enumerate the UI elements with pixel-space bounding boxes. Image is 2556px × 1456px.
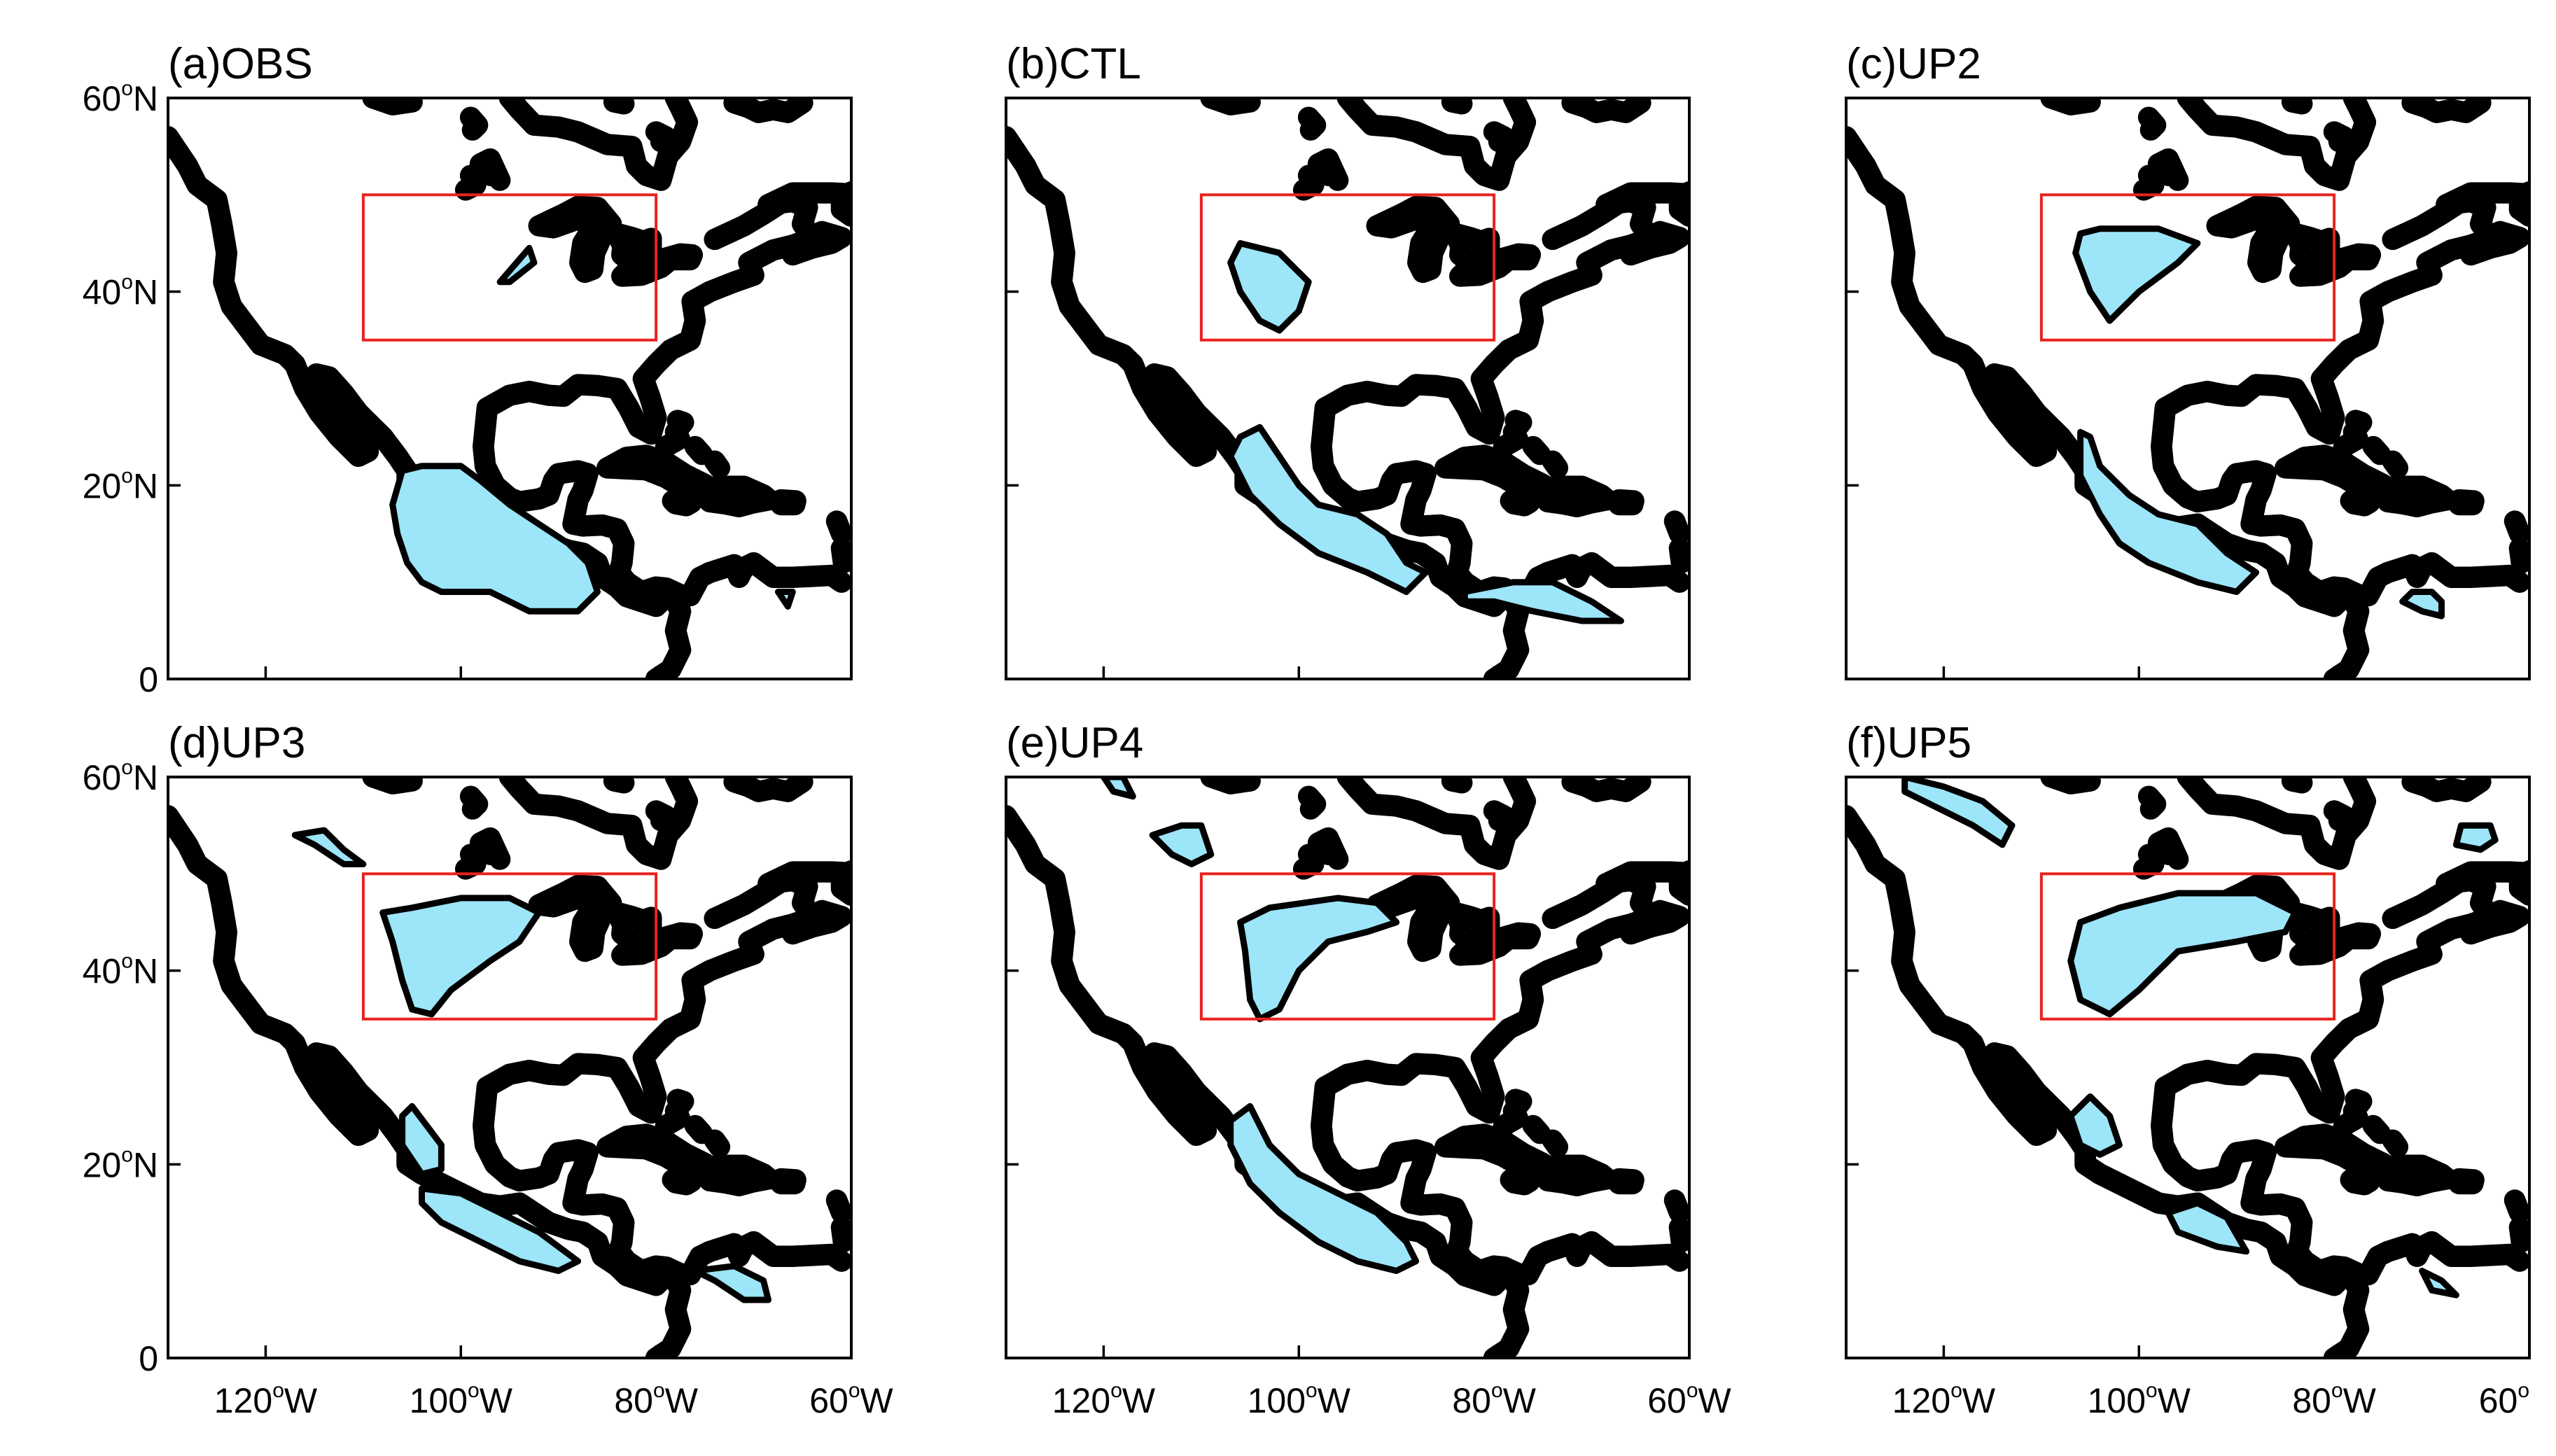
y-tick-label: 0 [139, 660, 158, 699]
region-box-blob [2072, 225, 2201, 324]
y-tick-label: 0 [139, 1339, 158, 1378]
region-mexico-blob [1227, 424, 1429, 595]
region-box-blob [496, 244, 538, 286]
region-south-blob [692, 1263, 771, 1303]
y-tick-label: 40oN [83, 271, 158, 312]
y-tick-label: 20oN [83, 464, 158, 505]
region-south-blob [2419, 1268, 2459, 1298]
panel-title: (b)CTL [1006, 40, 1141, 88]
x-tick-label: 100oW [1248, 1379, 1351, 1420]
region-central-blob [2165, 1200, 2250, 1255]
region-mexico-blob-upper [399, 1102, 445, 1177]
region-mexico-blob [2067, 1093, 2123, 1158]
y-tick-label: 60oN [83, 756, 158, 797]
panel-title: (a)OBS [168, 40, 313, 88]
region-north-strip [1901, 777, 2016, 848]
panel-frame [1005, 776, 1691, 1359]
x-tick-label: 120oW [1892, 1379, 1996, 1420]
study-box [1199, 193, 1496, 342]
panel-f: (f)UP5 120oW 100oW 80oW 60o [1845, 719, 2531, 1420]
coastline [1006, 98, 1689, 679]
region-top-strip [1100, 777, 1136, 800]
panel-title: (e)UP4 [1006, 719, 1143, 767]
x-tick-label: 80oW [2292, 1379, 2376, 1420]
x-tick-label: 120oW [214, 1379, 318, 1420]
panel-title: (f)UP5 [1846, 719, 1971, 767]
panel-c: (c)UP2 [1845, 40, 2531, 680]
region-south-dot [774, 589, 796, 610]
region-central-america-blob [1461, 579, 1624, 624]
map-area [1006, 777, 1689, 1358]
study-box [1199, 872, 1496, 1021]
region-box-blob [1237, 895, 1400, 1023]
x-tick-label: 80oW [1452, 1379, 1536, 1420]
x-tick-label: 100oW [2088, 1379, 2191, 1420]
study-box [361, 872, 658, 1021]
study-box [361, 193, 658, 342]
region-mexico-blob [1227, 1102, 1420, 1274]
study-box [2039, 872, 2336, 1021]
x-tick-label: 60o [2479, 1379, 2529, 1420]
map-area [168, 98, 851, 679]
y-tick-label: 40oN [83, 950, 158, 991]
panel-frame [167, 776, 853, 1359]
y-tick-label: 60oN [83, 77, 158, 118]
panel-frame [1845, 97, 2531, 680]
region-north-strip [291, 827, 367, 867]
region-box-blob [1227, 240, 1312, 334]
map-area [1846, 777, 2529, 1358]
panel-e: (e)UP4 120oW 100oW 80oW 60oW [1005, 719, 1732, 1420]
region-mexico-blob [389, 463, 601, 615]
study-box [2039, 193, 2336, 342]
x-tick-label: 60oW [809, 1379, 893, 1420]
coastline [1006, 777, 1689, 1358]
panel-b: (b)CTL [1005, 40, 1691, 680]
region-north-blob [1149, 822, 1215, 867]
region-mexico-blob [2077, 428, 2260, 595]
region-northeast-blob [2452, 822, 2499, 853]
y-tick-label: 20oN [83, 1143, 158, 1184]
map-area [1006, 98, 1689, 679]
x-tick-label: 120oW [1052, 1379, 1156, 1420]
region-box-blob [379, 895, 543, 1018]
region-south-blob [2399, 589, 2445, 620]
map-area [168, 777, 851, 1358]
x-tick-label: 60oW [1647, 1379, 1731, 1420]
x-tick-label: 80oW [614, 1379, 698, 1420]
panel-title: (d)UP3 [168, 719, 305, 767]
x-tick-label: 100oW [410, 1379, 513, 1420]
map-area [1846, 98, 2529, 679]
panel-frame [1005, 97, 1691, 680]
panel-frame [167, 97, 853, 680]
panel-title: (c)UP2 [1846, 40, 1981, 88]
region-box-blob [2067, 890, 2298, 1018]
region-mexico-blob-lower [419, 1185, 582, 1274]
panel-frame [1845, 776, 2531, 1359]
